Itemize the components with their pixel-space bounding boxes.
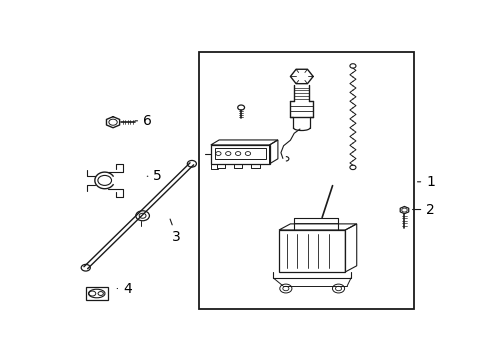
- Text: 2: 2: [412, 203, 434, 216]
- Text: 5: 5: [147, 169, 162, 183]
- Bar: [214, 148, 265, 159]
- Bar: [279, 230, 345, 272]
- Text: 4: 4: [117, 282, 132, 296]
- Text: 3: 3: [170, 219, 181, 244]
- Text: 6: 6: [135, 114, 152, 128]
- Bar: [85, 287, 107, 300]
- Bar: [210, 145, 269, 164]
- Text: 1: 1: [417, 175, 434, 189]
- Bar: [199, 51, 413, 309]
